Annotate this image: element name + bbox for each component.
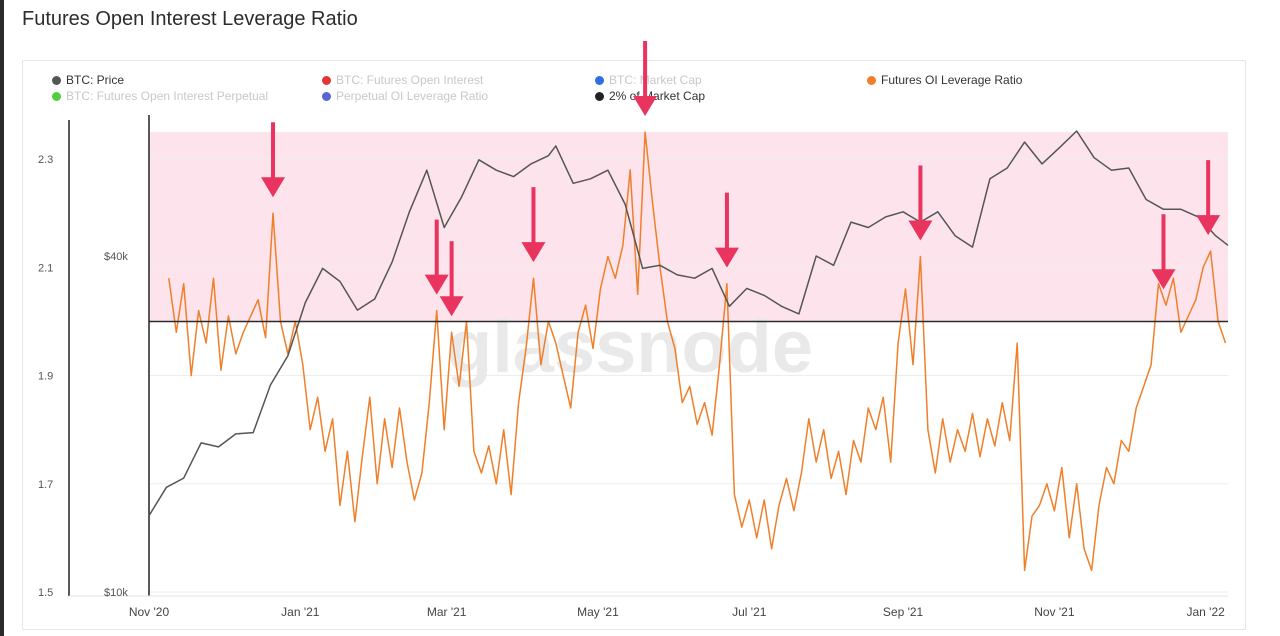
y2-tick-label: $10k <box>104 587 128 599</box>
highlight-band-layer <box>149 132 1228 322</box>
legend-item-2pct-market-cap[interactable]: 2% of Market Cap <box>595 89 705 103</box>
arrow-head <box>633 96 658 117</box>
legend-label: Futures OI Leverage Ratio <box>881 73 1023 87</box>
legend-dot-icon <box>867 75 876 85</box>
annotation-arrow-icon <box>1196 160 1221 236</box>
watermark-text: glassnode <box>447 305 813 388</box>
legend-dot-icon <box>322 91 331 101</box>
y2-tick-label: $40k <box>104 251 128 263</box>
legend-label: BTC: Futures Open Interest Perpetual <box>66 89 269 103</box>
arrow-head <box>261 177 286 198</box>
y-tick-label: 2.3 <box>38 154 53 166</box>
y-tick-label: 1.5 <box>38 587 53 599</box>
annotation-arrow-icon <box>633 41 658 117</box>
legend-item-perpetual-oi-leverage-ratio[interactable]: Perpetual OI Leverage Ratio <box>322 89 488 103</box>
arrow-head <box>908 220 933 241</box>
x-tick-label: Jan '22 <box>1187 605 1226 619</box>
legend-dot-icon <box>322 75 331 85</box>
annotation-arrow-icon <box>521 187 546 263</box>
annotation-arrow-icon <box>439 241 464 317</box>
legend-dot-icon <box>595 91 604 101</box>
annotation-arrow-icon <box>424 219 449 295</box>
legend-dot-icon <box>595 75 604 85</box>
arrow-head <box>424 274 449 295</box>
x-tick-label: Jul '21 <box>732 605 767 619</box>
legend-item-futures-open-interest[interactable]: BTC: Futures Open Interest <box>322 73 483 87</box>
legend-label: BTC: Market Cap <box>609 73 702 87</box>
legend-dot-icon <box>52 75 61 85</box>
gridlines <box>149 158 1228 593</box>
legend-item-btc-price[interactable]: BTC: Price <box>52 73 124 87</box>
legend-item-futures-oi-leverage-ratio[interactable]: Futures OI Leverage Ratio <box>867 73 1022 87</box>
x-tick-label: Mar '21 <box>427 605 467 619</box>
window-left-border <box>0 0 4 636</box>
legend-dot-icon <box>52 91 61 101</box>
x-tick-label: Jan '21 <box>281 605 320 619</box>
x-tick-label: Nov '20 <box>129 605 170 619</box>
legend-label: BTC: Futures Open Interest <box>336 73 484 87</box>
annotation-arrows <box>261 41 1221 317</box>
arrow-head <box>1151 269 1176 290</box>
annotation-arrow-icon <box>908 165 933 241</box>
y-tick-label: 2.1 <box>38 262 53 274</box>
series-layer <box>148 130 1229 572</box>
chart-title: Futures Open Interest Leverage Ratio <box>22 8 358 30</box>
arrow-head <box>521 242 546 263</box>
highlight-band <box>149 132 1228 322</box>
y-tick-label: 1.7 <box>38 479 53 491</box>
legend-label: 2% of Market Cap <box>609 89 706 103</box>
series-line-futures-oi-leverage-ratio <box>168 131 1227 572</box>
series-line-btc-price <box>148 130 1229 517</box>
x-tick-label: Sep '21 <box>883 605 924 619</box>
annotation-arrow-icon <box>261 122 286 198</box>
x-tick-label: May '21 <box>577 605 619 619</box>
y-tick-label: 1.9 <box>38 371 53 383</box>
legend-item-market-cap[interactable]: BTC: Market Cap <box>595 73 702 87</box>
annotation-arrow-icon <box>714 192 739 268</box>
x-tick-label: Nov '21 <box>1034 605 1075 619</box>
arrow-head <box>439 296 464 317</box>
annotation-arrow-icon <box>1151 214 1176 290</box>
arrow-head <box>1196 215 1221 236</box>
arrow-head <box>714 247 739 268</box>
legend-item-futures-oi-perpetual[interactable]: BTC: Futures Open Interest Perpetual <box>52 89 268 103</box>
legend-label: BTC: Price <box>66 73 125 87</box>
legend-label: Perpetual OI Leverage Ratio <box>336 89 489 103</box>
